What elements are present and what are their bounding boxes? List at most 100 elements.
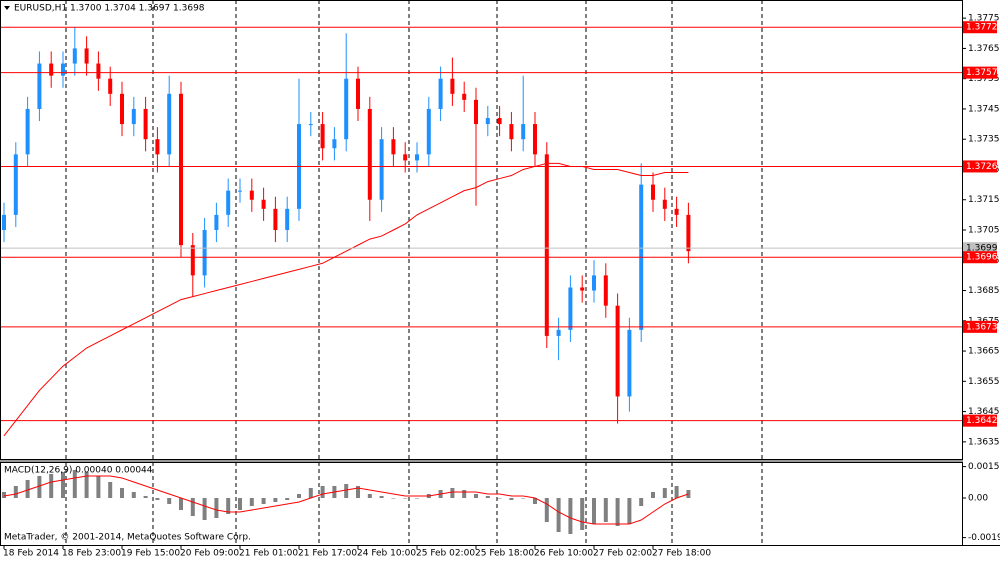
histogram-bar bbox=[297, 494, 301, 498]
level-box bbox=[963, 320, 997, 333]
candle-body bbox=[497, 118, 502, 125]
histogram-bar bbox=[615, 498, 620, 526]
candle-body bbox=[61, 63, 65, 76]
histogram-bar bbox=[249, 498, 254, 506]
current-price-box bbox=[963, 242, 997, 255]
candle-body bbox=[426, 108, 431, 155]
histogram-bar bbox=[261, 498, 266, 504]
x-tick-label: 18 Feb 2014 bbox=[3, 549, 59, 559]
x-tick-label: 21 Feb 17:00 bbox=[298, 549, 357, 559]
histogram-bar bbox=[320, 486, 325, 498]
y-tick-label: 0.00157 bbox=[968, 462, 1000, 472]
candle-body bbox=[627, 329, 632, 397]
histogram-bar bbox=[403, 498, 408, 499]
histogram-bar bbox=[214, 498, 219, 518]
candle-body bbox=[273, 208, 278, 230]
y-tick-label: 1.3765 bbox=[968, 44, 1000, 54]
histogram-bar bbox=[379, 496, 384, 498]
y-tick-label: 1.3705 bbox=[968, 226, 1000, 236]
candle-body bbox=[603, 275, 608, 306]
y-tick-label: 1.3635 bbox=[968, 437, 1000, 447]
copyright: MetaTrader, © 2001-2014, MetaQuotes Soft… bbox=[4, 533, 251, 543]
candle-body bbox=[308, 124, 313, 126]
histogram-bar bbox=[580, 498, 585, 530]
level-label: 1.3757 bbox=[966, 68, 998, 78]
candle-body bbox=[13, 154, 18, 215]
histogram-bar bbox=[2, 492, 6, 498]
histogram-bar bbox=[462, 490, 467, 498]
candle-body bbox=[261, 199, 266, 209]
histogram-bar bbox=[521, 498, 526, 499]
candle-body bbox=[320, 124, 325, 149]
histogram-bar bbox=[662, 488, 667, 498]
candle-body bbox=[332, 139, 337, 149]
candle-body bbox=[120, 93, 124, 125]
candle-body bbox=[580, 287, 585, 291]
level-label: 1.3642 bbox=[966, 416, 998, 426]
current-price-label: 1.3699 bbox=[966, 244, 998, 254]
histogram-bar bbox=[533, 498, 537, 504]
histogram-bar bbox=[72, 470, 77, 498]
candle-body bbox=[568, 287, 573, 330]
candle-body bbox=[226, 190, 231, 215]
x-tick-label: 24 Feb 10:00 bbox=[357, 549, 416, 559]
candle-body bbox=[615, 305, 620, 397]
histogram-bar bbox=[108, 482, 113, 498]
histogram-bar bbox=[308, 488, 313, 498]
level-box bbox=[963, 21, 997, 34]
histogram-bar bbox=[120, 488, 124, 498]
y-tick-label: 1.3745 bbox=[968, 104, 1000, 114]
y-tick-label: 1.3775 bbox=[968, 14, 1000, 24]
histogram-bar bbox=[544, 498, 549, 522]
histogram-bar bbox=[13, 486, 18, 498]
panel-divider bbox=[0, 460, 963, 463]
level-label: 1.3726 bbox=[966, 162, 998, 172]
candle-body bbox=[202, 230, 207, 276]
x-tick-label: 26 Feb 10:00 bbox=[534, 549, 593, 559]
y-tick-label: 1.3715 bbox=[968, 195, 1000, 205]
level-label: 1.3772 bbox=[966, 23, 998, 33]
menu-arrow[interactable] bbox=[4, 6, 10, 10]
histogram-bar bbox=[61, 472, 65, 498]
histogram-bar bbox=[49, 474, 54, 498]
candle-body bbox=[108, 78, 113, 94]
candle-body bbox=[285, 208, 290, 230]
histogram-bar bbox=[639, 498, 644, 506]
level-box bbox=[963, 160, 997, 173]
x-tick-label: 27 Feb 18:00 bbox=[652, 549, 711, 559]
histogram-bar bbox=[627, 498, 632, 524]
histogram-bar bbox=[344, 484, 349, 498]
histogram-bar bbox=[674, 486, 679, 498]
candle-body bbox=[438, 78, 443, 109]
histogram-bar bbox=[485, 496, 490, 498]
candle-body bbox=[131, 108, 136, 125]
level-label: 1.3673 bbox=[966, 322, 998, 332]
histogram-bar bbox=[497, 498, 502, 499]
y-tick-label: 1.3645 bbox=[968, 407, 1000, 417]
histogram-bar bbox=[651, 492, 655, 498]
histogram-bar bbox=[167, 498, 172, 504]
candle-body bbox=[474, 99, 478, 125]
histogram-bar bbox=[592, 498, 596, 524]
histogram-bar bbox=[356, 486, 360, 498]
candle-body bbox=[592, 275, 596, 291]
candle-body bbox=[544, 154, 549, 336]
histogram-bar bbox=[155, 498, 160, 500]
x-tick-label: 19 Feb 15:00 bbox=[121, 549, 180, 559]
level-box bbox=[963, 251, 997, 264]
y-tick-label: 1.3655 bbox=[968, 377, 1000, 387]
price-frame bbox=[0, 0, 963, 460]
candle-body bbox=[403, 154, 408, 161]
candle-body bbox=[37, 63, 42, 109]
histogram-bar bbox=[25, 480, 30, 498]
histogram-bar bbox=[568, 498, 573, 534]
histogram-bar bbox=[509, 498, 514, 500]
histogram-bar bbox=[556, 498, 561, 532]
candle-body bbox=[674, 208, 679, 215]
y-tick-label: 1.3755 bbox=[968, 74, 1000, 84]
y-tick-label: 0.00 bbox=[968, 494, 988, 504]
level-label: 1.3696 bbox=[966, 253, 998, 263]
histogram-bar bbox=[474, 494, 478, 498]
